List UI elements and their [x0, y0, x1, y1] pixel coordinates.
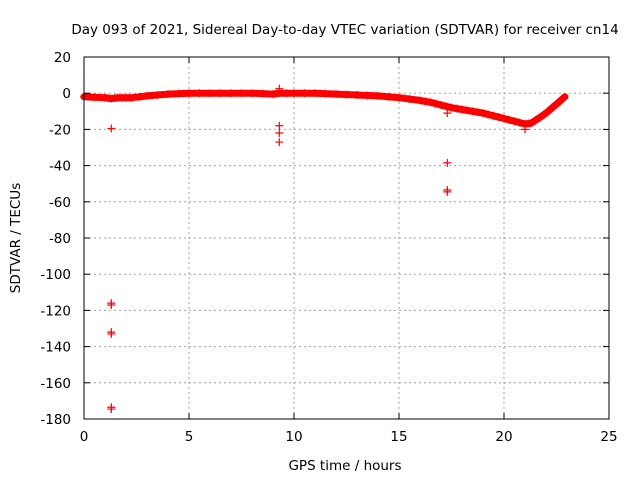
outlier-point — [443, 109, 452, 118]
data-point — [463, 106, 472, 115]
data-point — [311, 89, 319, 98]
y-tick-label: -40 — [49, 159, 71, 175]
data-point — [342, 90, 351, 99]
data-point — [452, 104, 461, 113]
data-point — [447, 103, 456, 112]
data-point — [527, 119, 536, 128]
outlier-point — [107, 405, 116, 414]
data-point — [384, 92, 393, 101]
data-point — [128, 93, 137, 102]
data-point — [437, 100, 445, 109]
data-point — [489, 111, 498, 120]
y-tick-label: 0 — [62, 86, 71, 102]
data-point — [363, 91, 372, 100]
data-point — [395, 93, 403, 102]
y-tick-label: -100 — [40, 267, 71, 283]
x-tick-label: 0 — [80, 429, 89, 445]
y-tick-label: 20 — [54, 50, 71, 66]
data-point — [135, 92, 144, 101]
x-tick-label: 20 — [495, 429, 512, 445]
data-point — [90, 93, 99, 102]
data-point — [458, 105, 466, 114]
outlier-point — [521, 125, 529, 134]
data-point — [374, 91, 382, 100]
x-tick-label: 5 — [185, 429, 194, 445]
series-band — [80, 89, 569, 128]
data-point — [227, 89, 235, 98]
data-point — [185, 89, 193, 98]
y-tick-label: -60 — [49, 195, 71, 211]
x-tick-label: 25 — [600, 429, 617, 445]
outlier-point — [275, 129, 284, 138]
outlier-point — [443, 187, 452, 196]
data-point — [300, 89, 309, 98]
data-point — [473, 108, 482, 117]
chart-title: Day 093 of 2021, Sidereal Day-to-day VTE… — [71, 22, 618, 38]
data-point — [515, 118, 524, 127]
data-point — [484, 110, 493, 119]
data-point — [248, 89, 256, 98]
data-point — [353, 91, 361, 100]
data-point — [500, 114, 508, 123]
data-point — [557, 95, 566, 104]
data-point — [421, 97, 430, 106]
x-tick-label: 15 — [390, 429, 407, 445]
outlier-point — [275, 121, 284, 130]
y-axis-label: SDTVAR / TECUs — [8, 183, 24, 293]
grid-lines — [84, 57, 609, 419]
y-tick-label: -20 — [49, 122, 71, 138]
data-point — [174, 89, 183, 98]
data-point — [442, 102, 451, 111]
y-tick-label: -160 — [40, 376, 71, 392]
data-point — [479, 109, 487, 118]
data-point — [332, 90, 340, 99]
y-tick-label: -140 — [40, 340, 71, 356]
outlier-point — [275, 138, 284, 147]
data-point — [321, 89, 330, 98]
x-tick-label: 10 — [285, 429, 302, 445]
data-layer — [80, 84, 569, 414]
data-point — [237, 89, 246, 98]
data-point — [206, 89, 214, 98]
outlier-point — [107, 329, 116, 338]
data-point — [426, 98, 435, 107]
outlier-point — [107, 124, 116, 133]
data-point — [258, 89, 267, 98]
outlier-point — [107, 300, 116, 309]
data-point — [282, 89, 291, 98]
data-point — [143, 91, 151, 100]
x-axis-label: GPS time / hours — [288, 458, 401, 474]
data-point — [216, 89, 225, 98]
data-point — [164, 90, 172, 99]
y-tick-label: -180 — [40, 412, 71, 428]
data-point — [505, 115, 514, 124]
y-tick-label: -120 — [40, 303, 71, 319]
data-point — [290, 89, 298, 98]
data-point — [431, 99, 440, 108]
data-point — [195, 89, 204, 98]
data-point — [416, 96, 424, 105]
data-point — [494, 113, 503, 122]
y-tick-label: -80 — [49, 231, 71, 247]
outlier-point — [275, 84, 284, 93]
data-point — [153, 91, 162, 100]
data-point — [468, 107, 477, 116]
outlier-point — [443, 158, 452, 167]
data-point — [510, 117, 519, 126]
ticks: 0 5 10 15 20 25 20 0 -20 -40 -60 -80 -100 -120 -140 -16… — [40, 50, 617, 445]
data-point — [405, 95, 414, 104]
data-point — [531, 116, 540, 125]
